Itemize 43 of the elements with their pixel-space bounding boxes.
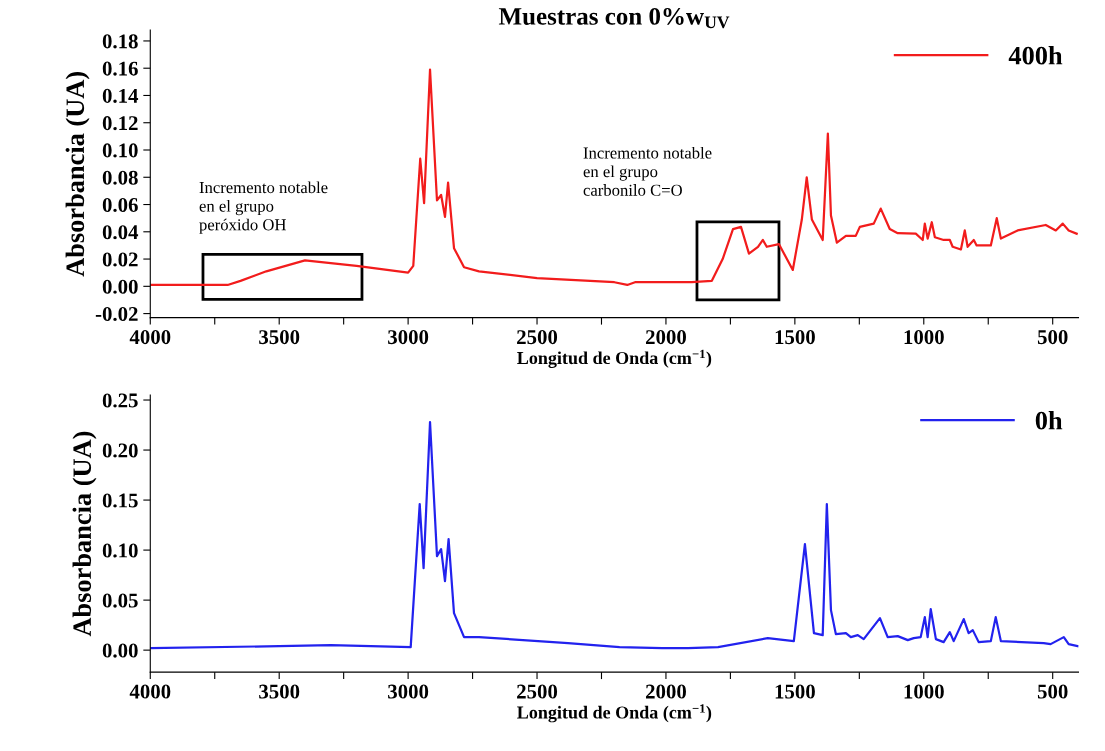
y-tick-label: 0.25 (102, 393, 138, 408)
y-axis-title: Absorbancia (UA) (65, 72, 90, 277)
x-tick-label: 500 (1037, 684, 1068, 699)
y-tick-label: 0.14 (102, 88, 139, 103)
y-tick-label: 0.04 (102, 225, 139, 240)
x-tick-label: 1000 (904, 330, 944, 345)
legend-label: 400h (1008, 46, 1063, 65)
y-tick-label: 0.12 (102, 116, 138, 131)
y-tick-label: 0.10 (102, 543, 138, 558)
x-tick-label: 4000 (129, 330, 171, 345)
y-tick-label: 0.05 (102, 593, 138, 608)
annotation: Incremento notable en el grupo carbonilo C=O (583, 146, 712, 196)
y-tick-label: 0.16 (102, 61, 138, 76)
y-tick-label: 0.20 (102, 443, 138, 458)
x-tick-label: 2500 (517, 684, 558, 699)
y-tick-label: 0.02 (102, 252, 138, 267)
x-tick-label: 2000 (645, 330, 686, 345)
x-tick-label: 2500 (517, 330, 558, 345)
y-tick-label: 0.15 (102, 493, 138, 508)
y-axis-title: Absorbancia (UA) (72, 431, 97, 637)
legend-label: 0h (1035, 411, 1063, 430)
chart-title: Muestras con 0%w$_{UV}$ (498, 7, 730, 29)
x-tick-label: 4000 (129, 684, 171, 699)
x-tick-label: 1500 (775, 330, 815, 345)
x-tick-label: 3500 (259, 330, 300, 345)
y-tick-label: 0.00 (102, 279, 138, 294)
y-tick-label: 0.18 (102, 34, 138, 49)
x-tick-label: 2000 (645, 684, 686, 699)
y-tick-label: -0.02 (95, 306, 138, 322)
x-tick-label: 3000 (388, 330, 429, 345)
annotation: Incremento notable en el grupo peróxido OH (199, 181, 328, 234)
x-tick-label: 3000 (388, 684, 429, 699)
x-tick-label: 1500 (775, 684, 815, 699)
y-tick-label: 0.06 (102, 197, 138, 213)
line-series (150, 68, 1078, 287)
y-tick-label: 0.00 (102, 643, 138, 658)
x-tick-label: 3500 (259, 684, 300, 699)
y-tick-label: 0.10 (102, 143, 138, 158)
x-tick-label: 500 (1037, 330, 1068, 345)
x-axis-title: Longitud de Onda (cm$^{−1}$) (517, 704, 712, 723)
x-axis-title: Longitud de Onda (cm$^{−1}$) (517, 349, 712, 368)
x-tick-label: 1000 (904, 684, 944, 699)
y-tick-label: 0.08 (102, 170, 138, 185)
